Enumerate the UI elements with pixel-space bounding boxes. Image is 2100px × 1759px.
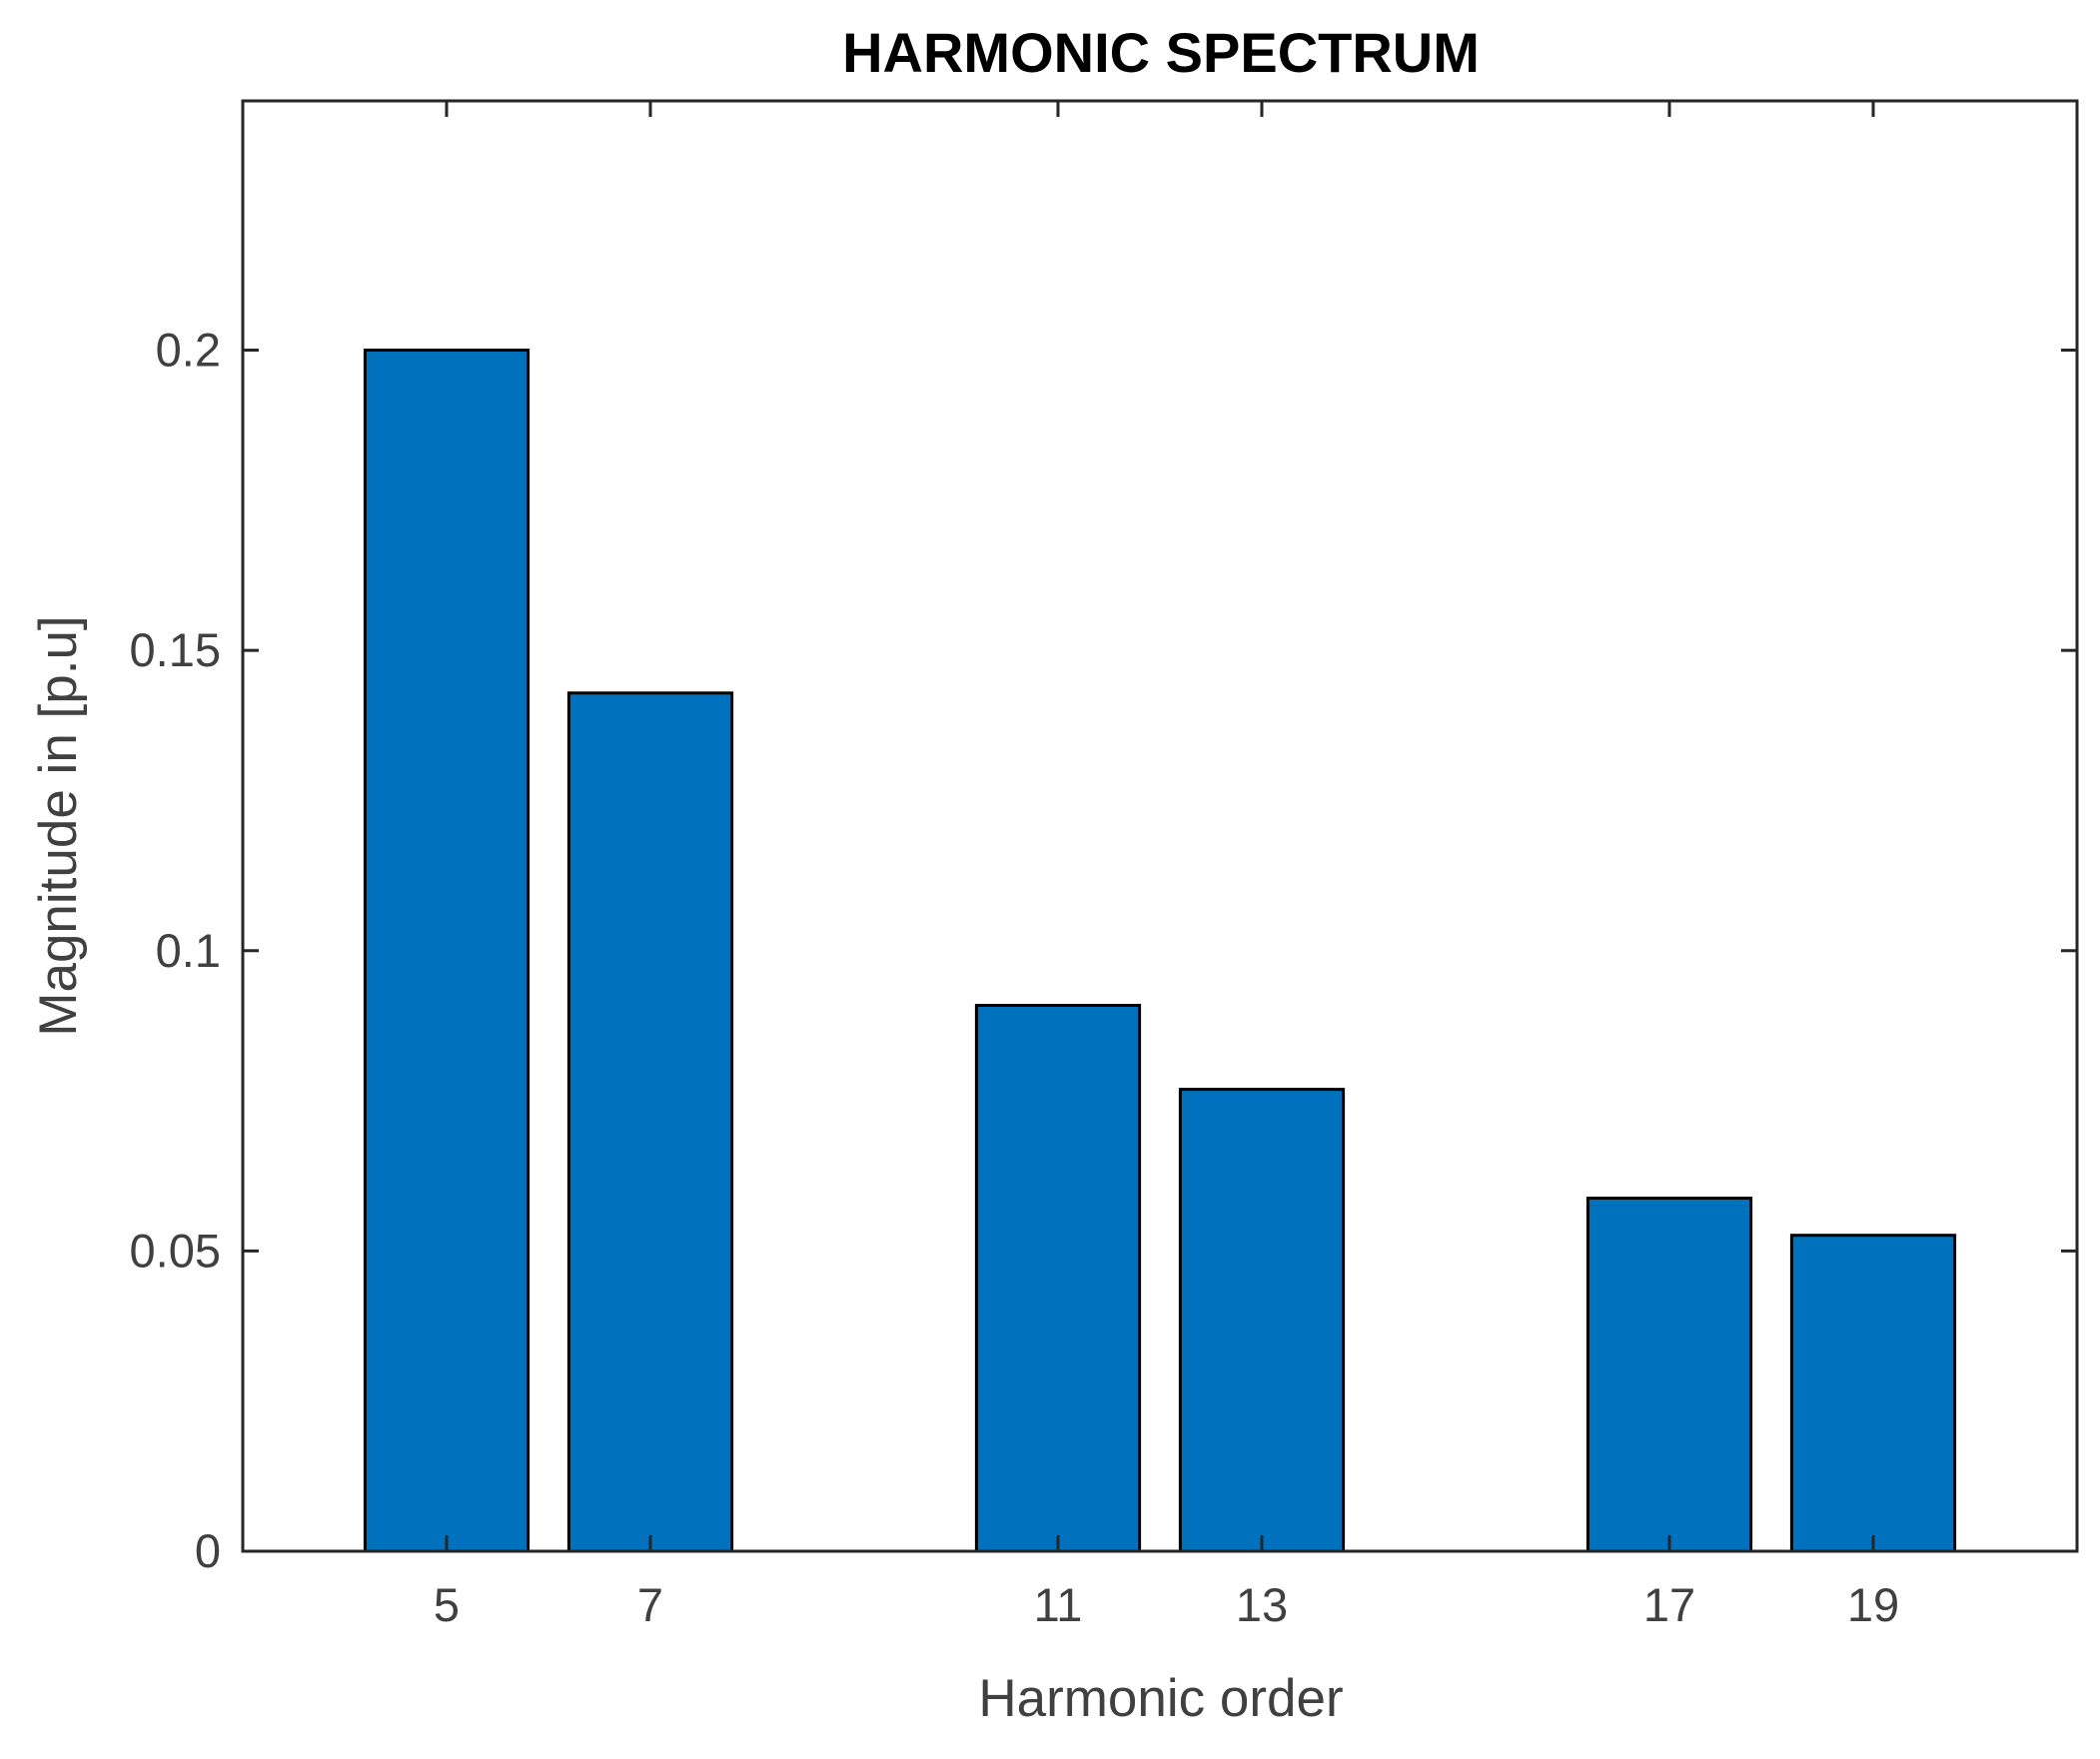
bar-harmonic-19	[1789, 1234, 1957, 1553]
x-tick-label-11: 11	[1034, 1578, 1083, 1631]
bar-harmonic-5	[363, 349, 530, 1553]
ticks-group	[243, 101, 2077, 1553]
y-tick-label-3: 0.15	[130, 623, 221, 676]
y-tick-label-1: 0.05	[130, 1224, 221, 1277]
x-axis-label: Harmonic order	[978, 1669, 1343, 1728]
x-tick-label-5: 5	[434, 1578, 460, 1631]
bars-group	[363, 349, 1957, 1553]
x-tick-labels: 5 7 11 13 17 19	[434, 1578, 1899, 1631]
axes-box	[241, 99, 2079, 1553]
x-tick-label-7: 7	[637, 1578, 663, 1631]
y-axis-label: Magnitude in [p.u]	[29, 615, 88, 1036]
bar-harmonic-11	[974, 1004, 1142, 1553]
x-tick-label-19: 19	[1847, 1578, 1899, 1631]
x-tick-label-17: 17	[1643, 1578, 1695, 1631]
y-tick-label-4: 0.2	[156, 324, 221, 377]
x-tick-label-13: 13	[1236, 1578, 1288, 1631]
bar-harmonic-17	[1585, 1197, 1753, 1553]
bar-harmonic-7	[566, 691, 734, 1553]
bar-harmonic-13	[1178, 1088, 1346, 1553]
y-tick-labels: 0 0.05 0.1 0.15 0.2	[130, 324, 221, 1577]
y-tick-label-0: 0	[195, 1524, 221, 1577]
chart-title: HARMONIC SPECTRUM	[842, 21, 1480, 84]
y-tick-label-2: 0.1	[156, 924, 221, 977]
